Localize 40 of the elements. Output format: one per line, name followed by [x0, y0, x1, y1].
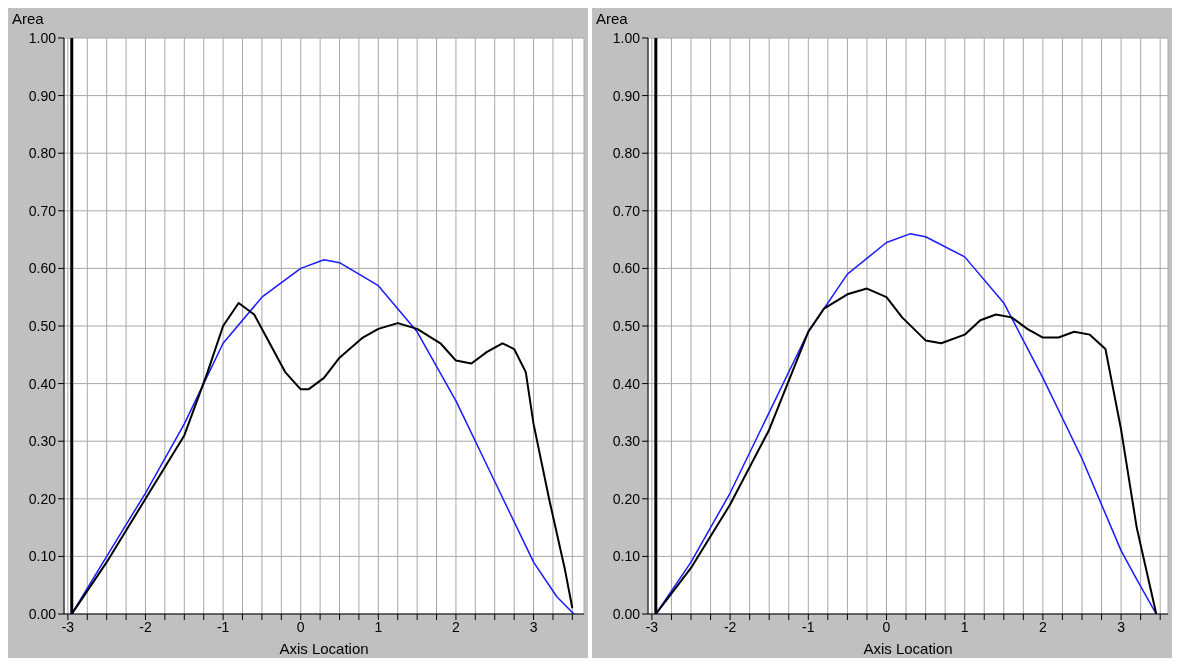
x-tick-label: 1	[374, 618, 383, 635]
y-tick-label: 0.90	[28, 87, 57, 104]
y-tick-label: 0.00	[28, 605, 57, 622]
y-tick-label: 0.70	[28, 202, 57, 219]
y-tick-label: 0.40	[28, 375, 57, 392]
y-tick-label: 0.00	[612, 605, 641, 622]
x-tick-label: 3	[529, 618, 538, 635]
x-tick-label: 2	[1038, 618, 1047, 635]
y-tick-label: 0.20	[28, 490, 57, 507]
y-tick-label: 0.50	[28, 317, 57, 334]
x-tick-label: -2	[723, 618, 737, 635]
x-tick-label: 0	[882, 618, 891, 635]
x-tick-label: -2	[139, 618, 152, 635]
x-tick-label: -1	[216, 618, 230, 635]
y-tick-label: 0.70	[612, 202, 641, 219]
y-tick-label: 0.60	[612, 260, 641, 277]
y-tick-label: 1.00	[612, 29, 641, 46]
x-tick-label: -3	[61, 618, 75, 635]
y-tick-label: 0.80	[28, 145, 57, 162]
y-tick-label: 0.80	[612, 145, 641, 162]
y-tick-label: 0.30	[612, 433, 641, 450]
x-tick-label: -1	[802, 618, 815, 635]
y-tick-label: 0.10	[28, 548, 57, 565]
y-tick-label: 0.40	[612, 375, 641, 392]
y-tick-label: 0.60	[28, 260, 57, 277]
y-axis-title: Area	[596, 10, 628, 27]
y-tick-label: 0.20	[612, 490, 641, 507]
x-axis-title: Axis Location	[863, 640, 953, 657]
x-tick-label: 0	[296, 618, 305, 635]
y-axis-title: Area	[12, 10, 44, 27]
x-tick-label: 3	[1117, 618, 1126, 635]
x-tick-label: -3	[645, 618, 659, 635]
x-tick-label: 1	[960, 618, 969, 635]
y-tick-label: 0.10	[612, 548, 641, 565]
x-axis-title: Axis Location	[279, 640, 369, 657]
y-tick-label: 0.50	[612, 317, 641, 334]
y-tick-label: 1.00	[28, 29, 57, 46]
y-tick-label: 0.90	[612, 87, 641, 104]
x-tick-label: 2	[452, 618, 461, 635]
y-tick-label: 0.30	[28, 433, 57, 450]
